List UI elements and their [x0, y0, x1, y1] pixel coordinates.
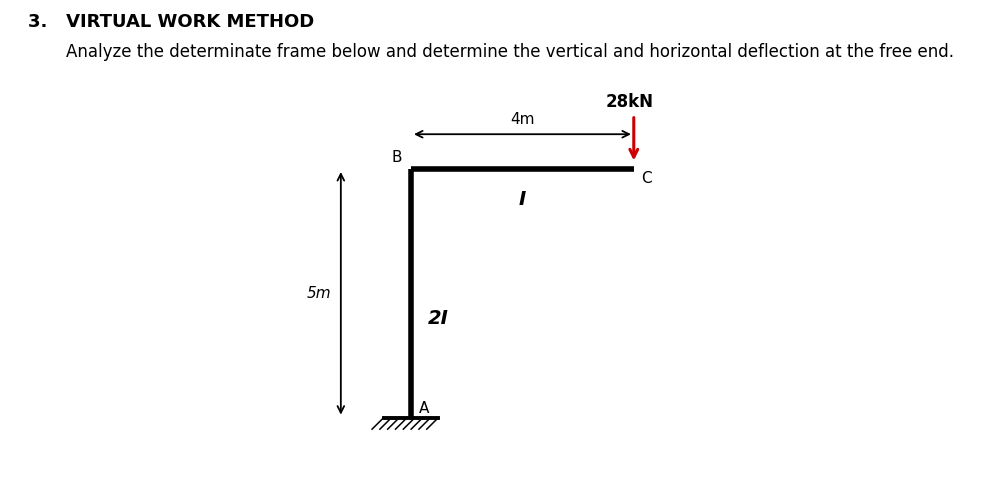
Text: 5m: 5m: [306, 286, 332, 301]
Text: B: B: [391, 150, 402, 165]
Text: I: I: [519, 191, 526, 210]
Text: A: A: [419, 401, 429, 416]
Text: 3.   VIRTUAL WORK METHOD: 3. VIRTUAL WORK METHOD: [28, 13, 314, 31]
Text: C: C: [642, 171, 652, 186]
Text: 4m: 4m: [510, 112, 534, 127]
Text: 28kN: 28kN: [606, 93, 654, 111]
Text: Analyze the determinate frame below and determine the vertical and horizontal de: Analyze the determinate frame below and …: [66, 43, 954, 61]
Text: 2I: 2I: [428, 308, 450, 328]
